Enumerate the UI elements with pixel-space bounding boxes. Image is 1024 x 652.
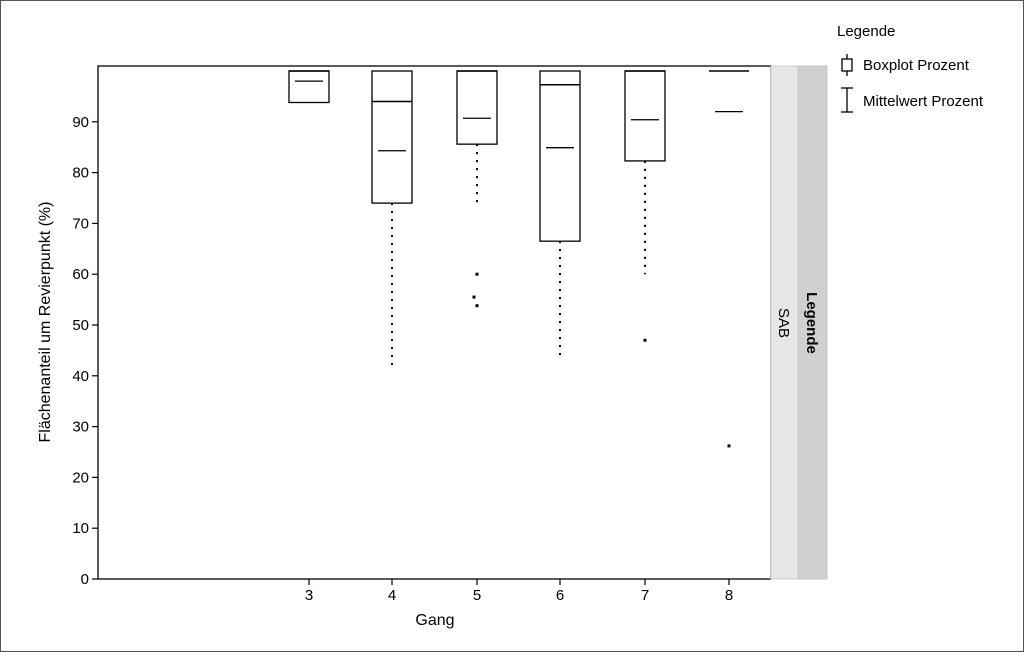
box-group-3 xyxy=(288,70,330,104)
legend-boxplot-icon xyxy=(841,54,853,76)
outlier-point xyxy=(475,272,479,276)
legend-title: Legende xyxy=(837,23,895,40)
x-tick-label: 8 xyxy=(725,587,733,604)
box xyxy=(456,70,498,145)
outlier-point xyxy=(727,444,731,448)
y-tick-label: 30 xyxy=(72,419,89,436)
x-tick-label: 7 xyxy=(641,587,649,604)
box xyxy=(539,70,581,242)
x-tick-label: 5 xyxy=(473,587,481,604)
outlier-point xyxy=(475,304,479,308)
y-axis-title: Flächenanteil um Revierpunkt (%) xyxy=(37,202,54,443)
x-tick-label: 3 xyxy=(305,587,313,604)
box xyxy=(371,70,413,204)
facet-strip-title xyxy=(797,65,828,580)
legend-mean-icon xyxy=(841,87,853,113)
outlier-point xyxy=(643,338,647,342)
y-tick-label: 80 xyxy=(72,165,89,182)
y-tick-label: 50 xyxy=(72,317,89,334)
legend: Legende Boxplot Prozent Mittelwert Proze… xyxy=(837,23,984,113)
y-tick-label: 10 xyxy=(72,520,89,537)
axes: 0 10 20 30 40 50 60 70 80 90 3 4 5 6 7 8 xyxy=(72,114,733,604)
box xyxy=(624,70,666,162)
boxplot-marks xyxy=(288,70,749,448)
y-tick-label: 90 xyxy=(72,114,89,131)
facet-strip-label: SAB xyxy=(775,308,792,338)
box-group-4 xyxy=(371,70,413,366)
box-group-7 xyxy=(624,70,666,342)
facet-strip xyxy=(770,65,799,580)
y-tick-label: 60 xyxy=(72,266,89,283)
plot-background xyxy=(97,65,772,580)
box-group-5 xyxy=(456,70,498,308)
y-tick-label: 40 xyxy=(72,368,89,385)
legend-item-mean: Mittelwert Prozent xyxy=(863,93,984,110)
x-tick-label: 4 xyxy=(388,587,396,604)
plot-area xyxy=(97,65,772,580)
y-tick-label: 70 xyxy=(72,215,89,232)
x-axis-title: Gang xyxy=(415,612,454,629)
box xyxy=(288,70,330,104)
box-group-8 xyxy=(709,70,749,448)
legend-item-boxplot: Boxplot Prozent xyxy=(863,57,970,74)
facet-strip-title-label: Legende xyxy=(803,292,820,354)
box-group-6 xyxy=(539,70,581,356)
y-tick-label: 20 xyxy=(72,469,89,486)
y-tick-label: 0 xyxy=(81,571,89,588)
x-tick-label: 6 xyxy=(556,587,564,604)
outlier-point xyxy=(472,295,476,299)
